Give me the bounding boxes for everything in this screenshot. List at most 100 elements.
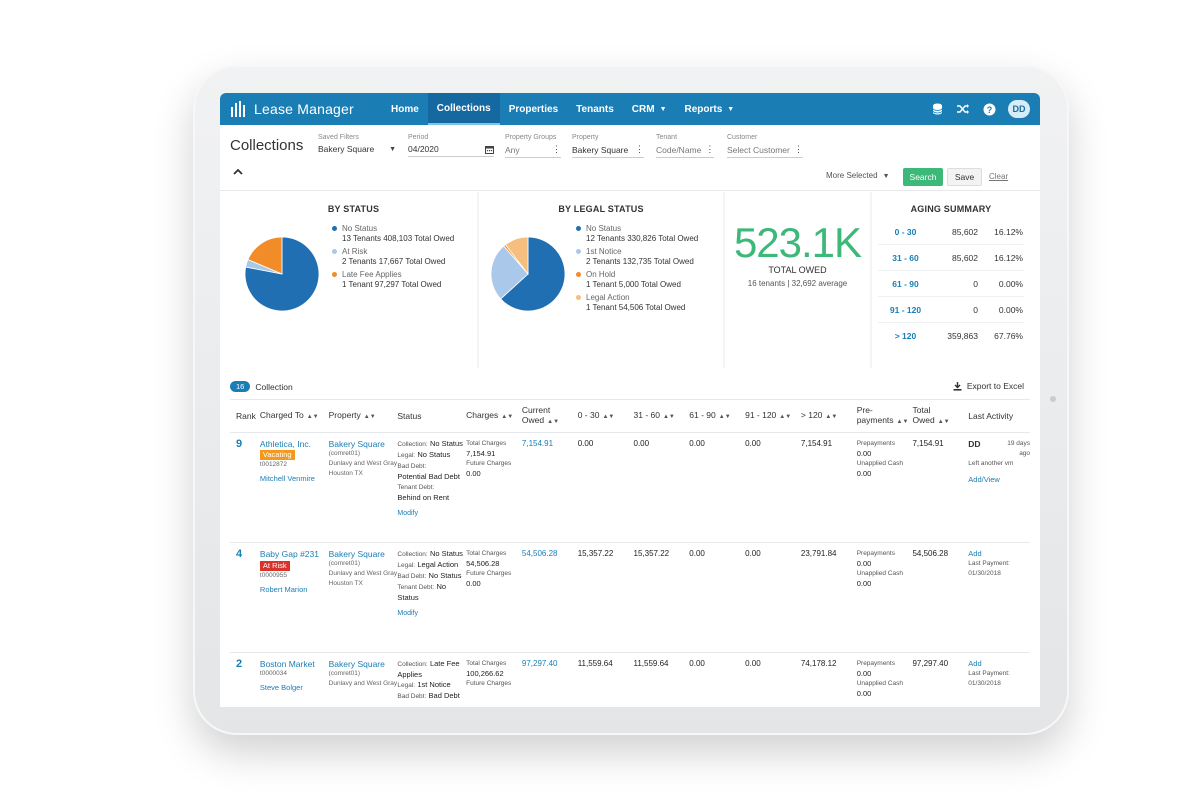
legend-name-row: 1st Notice	[576, 247, 698, 256]
customer-select[interactable]: Customer Select Customer ⋮	[727, 134, 803, 158]
by-legal-status-slice-3[interactable]	[504, 236, 529, 276]
total-owed-panel: 523.1K TOTAL OWED 16 tenants | 32,692 av…	[725, 192, 870, 368]
tenant-debt-label: Tenant Debt:	[397, 484, 435, 491]
customer-kebab-icon: ⋮	[794, 144, 803, 154]
collection-count-badge: 16	[230, 381, 251, 392]
col-rank[interactable]: Rank	[230, 411, 260, 421]
col-0-30[interactable]: 0 - 30 ▲▼	[578, 410, 634, 422]
period-field[interactable]: Period 04/2020	[408, 134, 494, 157]
col-last-activity[interactable]: Last Activity	[968, 411, 1030, 421]
col-prepayments-label: Pre-payments	[856, 405, 894, 425]
aging-range-link[interactable]: 0 - 30	[894, 226, 917, 237]
legend-name-row: No Status	[576, 224, 698, 233]
collection-status-value: Late Fee Applies	[397, 659, 460, 679]
unapplied-cash-label: Unapplied Cash	[856, 680, 903, 687]
tenant-link[interactable]: Boston Market	[259, 659, 315, 669]
nav-home[interactable]: Home	[382, 93, 428, 125]
modify-link[interactable]: Modify	[397, 510, 418, 517]
tenant-link[interactable]: Athletica, Inc.	[259, 439, 311, 449]
col-91-120[interactable]: 91 - 120 ▲▼	[745, 410, 801, 422]
add-link[interactable]: Add	[968, 549, 982, 558]
col-property[interactable]: Property ▲▼	[329, 410, 398, 422]
col-current-owed[interactable]: Current Owed ▲▼	[522, 405, 578, 427]
collapse-chevron-icon[interactable]	[233, 167, 243, 178]
col-0-30-label: 0 - 30	[577, 410, 600, 420]
more-selected-caret-icon: ▼	[882, 173, 890, 180]
legend-name: Legal Action	[586, 293, 630, 302]
search-button[interactable]: Search	[903, 168, 943, 186]
clear-link[interactable]: Clear	[989, 172, 1009, 181]
col-total-owed[interactable]: Total Owed ▲▼	[912, 405, 968, 427]
property-link[interactable]: Bakery Square	[328, 659, 385, 669]
charged-to-cell: Boston Market t0000034 Steve Bolger	[260, 659, 329, 707]
aging-range-link[interactable]: 61 - 90	[892, 278, 919, 289]
aging-range-link[interactable]: 31 - 60	[892, 252, 919, 263]
modify-link[interactable]: Modify	[397, 610, 418, 617]
tenant-code: t0000955	[259, 572, 288, 579]
col-over-120[interactable]: > 120 ▲▼	[801, 410, 857, 422]
current-owed-link[interactable]: 97,297.40	[521, 659, 558, 668]
rank-value: 4	[236, 548, 243, 560]
col-charges[interactable]: Charges ▲▼	[466, 410, 522, 422]
tenant-link[interactable]: Baby Gap #231	[259, 549, 319, 559]
nav-collections-label: Collections	[436, 102, 491, 114]
col-prepayments[interactable]: Pre-payments ▲▼	[857, 405, 913, 427]
tenant-select[interactable]: Tenant Code/Name ⋮	[656, 134, 714, 158]
nav-properties[interactable]: Properties	[500, 93, 567, 125]
current-owed-link[interactable]: 54,506.28	[521, 549, 558, 558]
shuffle-icon[interactable]	[956, 102, 970, 116]
help-icon[interactable]: ?	[982, 102, 996, 116]
property-select[interactable]: Property Bakery Square ⋮	[572, 134, 644, 158]
nav-reports[interactable]: Reports ▼	[676, 93, 744, 125]
current-owed-link[interactable]: 7,154.91	[521, 439, 554, 448]
col-31-60[interactable]: 31 - 60 ▲▼	[634, 410, 690, 422]
unapplied-cash-label: Unapplied Cash	[856, 460, 903, 467]
property-link[interactable]: Bakery Square	[328, 549, 385, 559]
calendar-icon[interactable]	[485, 145, 494, 154]
add-view-link[interactable]: Add/View	[968, 475, 1000, 484]
aging-row: 61 - 90 0 0.00%	[878, 271, 1024, 297]
contact-link[interactable]: Robert Marion	[259, 585, 308, 594]
legend-name-row: Legal Action	[576, 293, 698, 302]
contact-link[interactable]: Steve Bolger	[259, 683, 303, 692]
tenant-debt-label: Tenant Debt:	[397, 584, 435, 591]
col-status[interactable]: Status	[397, 411, 466, 421]
crm-caret-icon: ▼	[659, 105, 667, 113]
aging-range-link[interactable]: 91 - 120	[889, 304, 922, 315]
by-status-slice-2[interactable]	[247, 236, 283, 275]
legend-value: 2 Tenants 17,667 Total Owed	[342, 257, 446, 266]
saved-filters-select[interactable]: Saved Filters Bakery Square ▼	[318, 134, 396, 156]
legal-status-label: Legal:	[397, 682, 416, 689]
aging-range-link[interactable]: > 120	[894, 331, 917, 341]
property-groups-select[interactable]: Property Groups Any ⋮	[505, 134, 561, 158]
nav-crm[interactable]: CRM ▼	[623, 93, 676, 125]
property-cell: Bakery Square (comret01) Dunlavy and Wes…	[329, 659, 398, 707]
by-legal-status-slice-1[interactable]	[490, 245, 529, 300]
contact-link[interactable]: Mitchell Venmire	[259, 474, 315, 483]
export-to-excel-button[interactable]: Export to Excel	[953, 381, 1024, 391]
col-61-90[interactable]: 61 - 90 ▲▼	[689, 410, 745, 422]
nav-tenants[interactable]: Tenants	[567, 93, 623, 125]
brand[interactable]: Lease Manager	[230, 100, 368, 118]
save-button[interactable]: Save	[947, 168, 982, 186]
col-charges-label: Charges	[466, 410, 499, 420]
collections-table: Rank Charged To ▲▼ Property ▲▼ Status Char…	[230, 399, 1030, 707]
user-avatar[interactable]: DD	[1008, 100, 1030, 118]
aging-61-90-cell: 0.00	[689, 549, 705, 558]
by-legal-status-slice-0[interactable]	[500, 236, 566, 312]
col-total-owed-label: Total Owed	[912, 405, 935, 425]
future-charges-value: 0.00	[466, 469, 481, 478]
aging-31-60-cell: 11,559.64	[633, 659, 669, 668]
more-selected-dropdown[interactable]: More Selected ▼	[826, 171, 890, 180]
legend-dot-icon	[332, 226, 337, 231]
sort-icon: ▲▼	[825, 414, 838, 420]
property-link[interactable]: Bakery Square	[328, 439, 385, 449]
total-owed-cell: 97,297.40	[912, 659, 949, 668]
activity-user: DD	[968, 439, 981, 449]
nav-collections[interactable]: Collections	[427, 93, 500, 125]
activity-time: 19 days ago	[1007, 440, 1031, 457]
add-link[interactable]: Add	[968, 659, 982, 668]
aging-over-120-cell: 23,791.84	[800, 549, 837, 558]
col-charged-to[interactable]: Charged To ▲▼	[260, 410, 329, 422]
database-icon[interactable]	[930, 102, 944, 116]
